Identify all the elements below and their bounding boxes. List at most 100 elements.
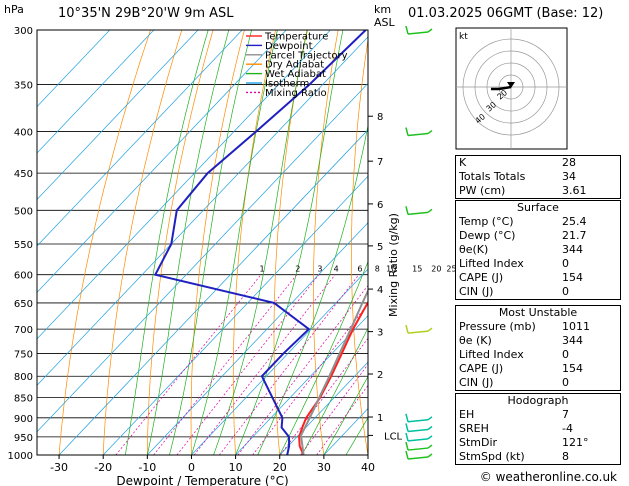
isotherm-line: [191, 268, 368, 455]
legend-item: Wet Adiabat: [265, 69, 326, 80]
indices-table: K 28 Totals Totals 34 PW (cm) 3.61: [456, 156, 620, 198]
index-row: PW (cm) 3.61: [456, 184, 620, 198]
wet-adiabat-line: [213, 30, 308, 455]
surface-panel: Surface Temp (°C) 25.4 Dewp (°C) 21.7 θe(K) 3…: [455, 200, 621, 300]
index-label: θe(K): [459, 243, 489, 256]
index-label: StmSpd (kt): [459, 450, 525, 463]
index-label: Totals Totals: [459, 170, 526, 183]
legend-item: Mixing Ratio: [265, 88, 327, 99]
index-row: θe(K) 344: [456, 243, 620, 257]
hodograph-unit-label: kt: [459, 32, 468, 42]
wind-barb-tail: [427, 129, 433, 135]
index-label: Lifted Index: [459, 348, 524, 361]
wet-adiabat-line: [124, 30, 209, 455]
pressure-tick-label: 650: [14, 299, 33, 310]
isotherm-line: [37, 30, 243, 247]
wind-barb: [405, 127, 429, 137]
wind-barb: [405, 413, 429, 423]
surface-title: Surface: [517, 201, 559, 214]
mixing-ratio-label: 4: [334, 265, 339, 274]
km-tick-label: 6: [377, 200, 383, 211]
temperature-tick-label: 30: [317, 461, 331, 474]
pressure-tick-label: 800: [14, 372, 33, 383]
index-label: CAPE (J): [459, 271, 504, 284]
most-unstable-title: Most Unstable: [498, 306, 578, 319]
index-row: K 28: [456, 156, 620, 170]
wind-barb: [405, 432, 429, 442]
legend-item: Parcel Trajectory: [265, 50, 348, 61]
index-value: 1011: [562, 320, 590, 333]
series-line-parcel-trajectory: [299, 288, 368, 455]
wind-barb: [405, 450, 429, 460]
index-row: CAPE (J) 154: [456, 362, 620, 376]
surface-table: Temp (°C) 25.4 Dewp (°C) 21.7 θe(K) 344 Lifted…: [456, 215, 620, 299]
index-row: CAPE (J) 154: [456, 271, 620, 285]
temperature-tick-label: -20: [94, 461, 112, 474]
mixing-ratio-label: 8: [375, 265, 380, 274]
index-row: CIN (J) 0: [456, 285, 620, 299]
index-label: CAPE (J): [459, 362, 504, 375]
index-value: 3.61: [562, 184, 587, 197]
pressure-tick-label: 950: [14, 433, 33, 444]
hodograph-table: EH 7 SREH -4 StmDir 121° StmSpd (kt) 8: [456, 408, 620, 464]
mixing-ratio-label: 20: [431, 265, 441, 274]
x-axis-label: Dewpoint / Temperature (°C): [116, 474, 288, 486]
hodograph-title: Hodograph: [507, 394, 569, 407]
isotherm-line: [37, 82, 368, 433]
series-line-dewpoint: [153, 30, 367, 455]
isotherm-line: [37, 30, 331, 340]
index-value: 0: [562, 376, 569, 389]
series-line-temperature: [298, 300, 368, 455]
index-label: Pressure (mb): [459, 320, 536, 333]
index-row: Dewp (°C) 21.7: [456, 229, 620, 243]
temperature-tick-label: 0: [188, 461, 195, 474]
isotherm-line: [102, 175, 368, 455]
wet-adiabat-line: [191, 30, 278, 455]
wind-barb-tail: [427, 435, 433, 440]
km-tick-label: 7: [377, 157, 383, 168]
index-value: 34: [562, 170, 576, 183]
km-tick-label: 8: [377, 112, 383, 123]
credit-text: © weatheronline.co.uk: [479, 470, 617, 484]
index-row: θe (K) 344: [456, 334, 620, 348]
index-label: CIN (J): [459, 285, 494, 298]
datetime-title: 01.03.2025 06GMT (Base: 12): [408, 6, 604, 21]
index-label: Dewp (°C): [459, 229, 516, 242]
dry-adiabat-line: [232, 30, 276, 455]
legend-item: Isotherm: [265, 79, 309, 90]
temperature-tick-label: -30: [50, 461, 68, 474]
pressure-tick-label: 450: [14, 169, 33, 180]
index-row: Totals Totals 34: [456, 170, 620, 184]
mixing-ratio-line: [176, 274, 320, 455]
isotherm-line: [37, 30, 199, 200]
index-row: StmSpd (kt) 8: [456, 450, 620, 464]
plot-frame: [36, 29, 369, 456]
index-row: StmDir 121°: [456, 436, 620, 450]
index-row: Pressure (mb) 1011: [456, 320, 620, 334]
pressure-tick-label: 750: [14, 349, 33, 360]
index-value: 154: [562, 362, 583, 375]
isotherm-line: [279, 361, 368, 455]
mixing-ratio-label: 25: [446, 265, 456, 274]
wet-adiabat-line: [146, 30, 230, 455]
dry-adiabat-line: [58, 30, 151, 455]
mixing-ratio-label: 2: [295, 265, 300, 274]
index-value: 21.7: [562, 229, 587, 242]
wind-barb-tail: [427, 208, 433, 213]
index-label: EH: [459, 408, 475, 421]
mixing-ratio-line: [219, 274, 360, 455]
index-label: Lifted Index: [459, 257, 524, 270]
index-value: 344: [562, 243, 583, 256]
wind-barb: [405, 441, 429, 451]
dry-adiabat-line: [190, 30, 245, 455]
pressure-tick-label: 850: [14, 394, 33, 405]
index-row: Lifted Index 0: [456, 348, 620, 362]
km-tick-label: 5: [377, 242, 383, 253]
isotherm-line: [37, 36, 368, 386]
isotherm-line: [147, 222, 368, 455]
index-value: 25.4: [562, 215, 587, 228]
wind-barb-tail: [427, 416, 433, 421]
km-tick-label: 2: [377, 370, 383, 381]
